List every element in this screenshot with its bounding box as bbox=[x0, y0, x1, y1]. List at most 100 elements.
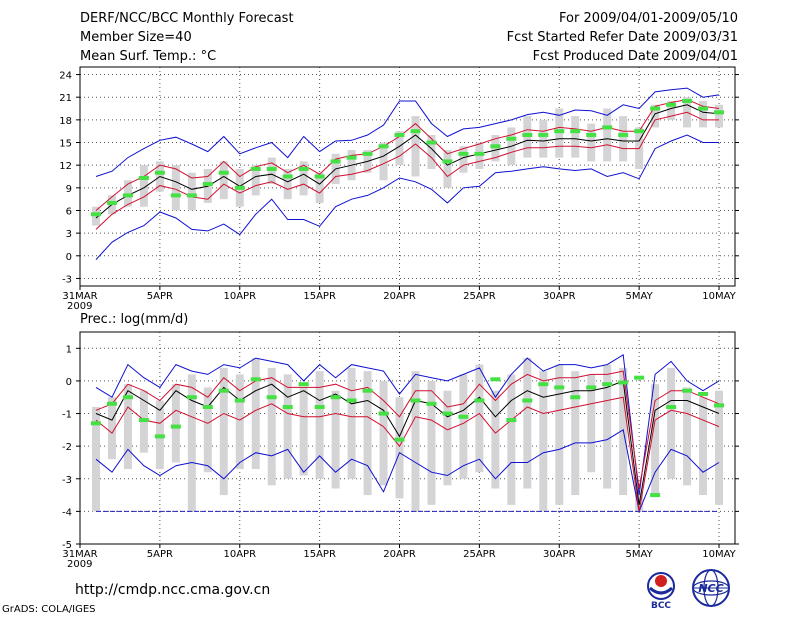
plot-frame bbox=[79, 66, 736, 287]
median-marker bbox=[714, 110, 725, 115]
spread-box bbox=[523, 358, 532, 489]
median-marker bbox=[442, 159, 453, 164]
median-marker bbox=[666, 405, 677, 410]
median-marker bbox=[618, 132, 629, 137]
spread-box bbox=[571, 116, 580, 158]
spread-box bbox=[427, 380, 436, 505]
median-marker bbox=[394, 437, 405, 442]
spread-box bbox=[347, 367, 356, 479]
median-marker bbox=[106, 200, 117, 205]
median-marker bbox=[538, 132, 549, 137]
series-line-mean-1sd bbox=[95, 98, 720, 211]
x-tick-label: 31MAR bbox=[62, 549, 97, 560]
y-tick-label: 18 bbox=[59, 116, 72, 127]
x-tick-label: 20APR bbox=[383, 549, 416, 560]
spread-box bbox=[587, 374, 596, 473]
y-tick-label: 1 bbox=[66, 344, 72, 355]
spread-box bbox=[443, 390, 452, 486]
source-url[interactable]: http://cmdp.ncc.cma.gov.cn bbox=[75, 582, 271, 598]
bcc-logo-icon: BCC bbox=[647, 572, 675, 610]
median-marker bbox=[682, 388, 693, 393]
median-marker bbox=[698, 391, 709, 396]
series-line-ensemble-min bbox=[95, 428, 720, 514]
median-marker bbox=[474, 398, 485, 403]
median-marker bbox=[650, 493, 661, 498]
spread-box bbox=[315, 172, 324, 203]
spread-box bbox=[123, 384, 132, 469]
y-tick-label: -2 bbox=[62, 442, 72, 453]
median-marker bbox=[250, 377, 261, 382]
median-marker bbox=[570, 129, 581, 134]
spread-box bbox=[587, 123, 596, 162]
spread-box bbox=[507, 374, 516, 505]
median-marker bbox=[666, 102, 677, 107]
median-marker bbox=[634, 375, 645, 380]
variable-label-temp: Mean Surf. Temp.: °C bbox=[80, 49, 217, 64]
y-tick-label: 24 bbox=[59, 71, 72, 82]
median-marker bbox=[650, 106, 661, 111]
spread-box bbox=[203, 387, 212, 473]
spread-box bbox=[395, 131, 404, 166]
spread-box bbox=[411, 116, 420, 177]
spread-box bbox=[363, 371, 372, 496]
spread-box bbox=[603, 364, 612, 489]
spread-box bbox=[459, 374, 468, 479]
median-marker bbox=[442, 411, 453, 416]
spread-box bbox=[235, 374, 244, 469]
median-marker bbox=[346, 155, 357, 160]
median-marker bbox=[602, 382, 613, 387]
median-marker bbox=[586, 385, 597, 390]
spread-box bbox=[219, 161, 228, 200]
spread-box bbox=[651, 104, 660, 128]
median-marker bbox=[506, 136, 517, 141]
spread-box bbox=[171, 384, 180, 463]
median-marker bbox=[314, 405, 325, 410]
spread-box bbox=[283, 168, 292, 200]
spread-box bbox=[603, 108, 612, 162]
spread-box bbox=[571, 371, 580, 496]
spread-box bbox=[651, 384, 660, 496]
median-marker bbox=[154, 170, 165, 175]
median-marker bbox=[474, 151, 485, 156]
median-marker bbox=[218, 170, 229, 175]
logos: BCC NCC bbox=[647, 569, 730, 610]
x-tick-label: 30APR bbox=[543, 291, 576, 302]
median-marker bbox=[490, 144, 501, 149]
y-tick-label: 21 bbox=[59, 93, 72, 104]
median-marker bbox=[682, 98, 693, 103]
median-marker bbox=[538, 382, 549, 387]
spread-box bbox=[379, 380, 388, 486]
median-marker bbox=[202, 405, 213, 410]
spread-box bbox=[219, 367, 228, 496]
spread-box bbox=[139, 165, 148, 207]
y-tick-label: 6 bbox=[66, 206, 72, 217]
median-marker bbox=[170, 193, 181, 198]
spread-box bbox=[251, 165, 260, 196]
spread-box bbox=[315, 371, 324, 479]
spread-box bbox=[459, 146, 468, 173]
median-marker bbox=[458, 414, 469, 419]
ncc-logo-text: NCC bbox=[698, 582, 723, 595]
median-marker bbox=[266, 166, 277, 171]
median-marker bbox=[378, 144, 389, 149]
x-year-label: 2009 bbox=[67, 559, 92, 570]
series-line-ensemble-mean bbox=[95, 104, 720, 219]
y-tick-label: -3 bbox=[62, 274, 72, 285]
spread-box bbox=[299, 387, 308, 476]
median-marker bbox=[522, 398, 533, 403]
spread-box bbox=[667, 367, 676, 479]
median-marker bbox=[298, 166, 309, 171]
spread-box bbox=[475, 364, 484, 473]
x-tick-label: 10APR bbox=[223, 549, 256, 560]
fcst-started-date: Fcst Started Refer Date 2009/03/31 bbox=[506, 30, 738, 45]
spread-box bbox=[283, 374, 292, 479]
spread-box bbox=[267, 367, 276, 486]
x-tick-label: 30APR bbox=[543, 549, 576, 560]
median-marker bbox=[314, 174, 325, 179]
spread-box bbox=[555, 364, 564, 505]
x-tick-label: 10MAY bbox=[702, 291, 736, 302]
plot-frame bbox=[79, 331, 736, 545]
median-marker bbox=[426, 401, 437, 406]
median-marker bbox=[602, 125, 613, 130]
median-marker bbox=[122, 193, 133, 198]
